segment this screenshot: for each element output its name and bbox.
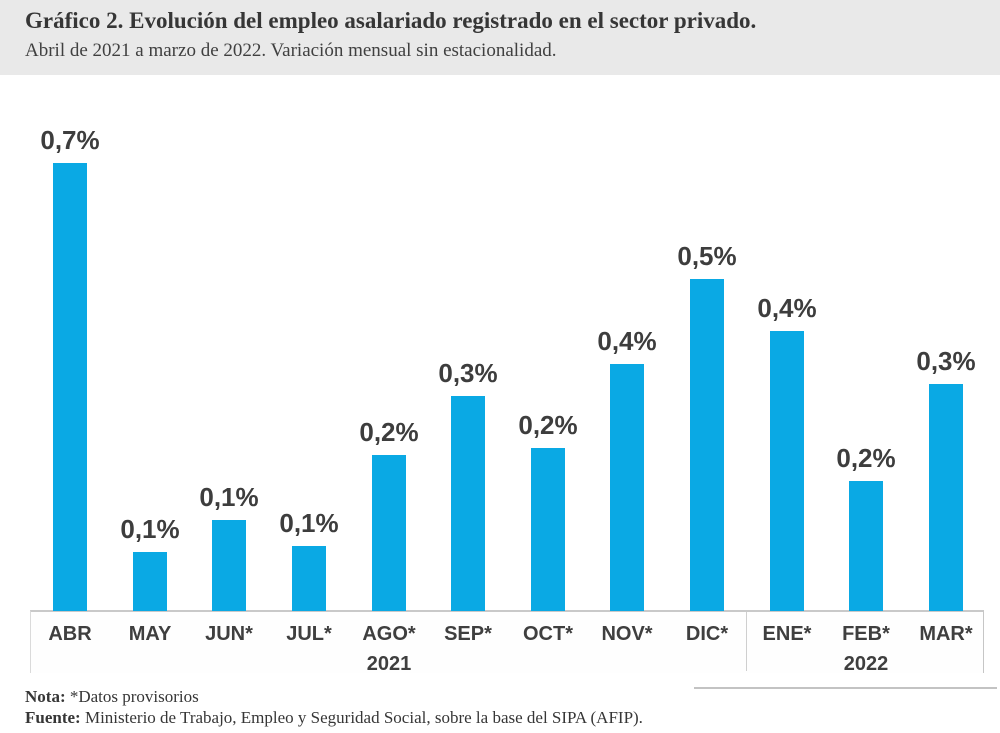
bar-value-label: 0,2%	[359, 417, 419, 447]
x-tick-label: FEB*	[842, 623, 890, 645]
x-tick-label: ENE*	[762, 623, 812, 645]
x-tick-label: NOV*	[601, 623, 653, 645]
fuente-text: Ministerio de Trabajo, Empleo y Segurida…	[84, 708, 643, 727]
nota-line: Nota: *Datos provisorios	[25, 686, 643, 707]
bar-value-label: 0,3%	[438, 358, 498, 388]
bar-value-label: 0,1%	[199, 482, 259, 512]
page-subtitle: Abril de 2021 a marzo de 2022. Variación…	[25, 40, 557, 61]
x-tick-label: MAR*	[919, 623, 973, 645]
bar-value-label: 0,4%	[757, 293, 817, 323]
bar-may	[133, 552, 167, 611]
nota-text: *Datos provisorios	[69, 687, 199, 706]
footnotes: Nota: *Datos provisorios Fuente: Ministe…	[25, 686, 643, 728]
bar-abr	[53, 163, 87, 611]
bar-value-label: 0,1%	[120, 514, 180, 544]
bar-value-label: 0,1%	[279, 508, 339, 538]
x-tick-label: ABR	[48, 623, 92, 645]
bar-value-label: 0,7%	[40, 125, 100, 155]
bar-value-label: 0,2%	[836, 443, 896, 473]
fuente-label: Fuente:	[25, 708, 81, 727]
nota-label: Nota:	[25, 687, 66, 706]
bar-nov	[610, 364, 644, 611]
bar-jul	[292, 546, 326, 611]
x-tick-label: OCT*	[523, 623, 573, 645]
band-shadow-line	[694, 687, 997, 689]
x-tick-label: JUL*	[286, 623, 332, 645]
x-tick-label: SEP*	[444, 623, 492, 645]
bar-feb	[849, 481, 883, 611]
x-tick-label: MAY	[128, 623, 172, 645]
year-separator-line	[746, 612, 747, 671]
bar-value-label: 0,3%	[916, 346, 976, 376]
bar-value-label: 0,5%	[677, 241, 737, 271]
bar-sep	[451, 396, 485, 611]
year-label: 2022	[843, 653, 889, 675]
bar-dic	[690, 279, 724, 611]
x-tick-label: JUN*	[205, 623, 253, 645]
x-tick-label: DIC*	[685, 623, 729, 645]
chart-header: Gráfico 2. Evolución del empleo asalaria…	[0, 0, 1000, 75]
bar-mar	[929, 384, 963, 611]
page-title: Gráfico 2. Evolución del empleo asalaria…	[25, 8, 757, 33]
bar-value-label: 0,4%	[597, 326, 657, 356]
year-label: 2021	[366, 653, 412, 675]
bar-oct	[531, 448, 565, 611]
bar-jun	[212, 520, 246, 611]
bar-ene	[770, 331, 804, 611]
bar-ago	[372, 455, 406, 611]
bar-value-label: 0,2%	[518, 410, 578, 440]
x-tick-label: AGO*	[362, 623, 416, 645]
fuente-line: Fuente: Ministerio de Trabajo, Empleo y …	[25, 707, 643, 728]
x-axis-band	[30, 610, 984, 673]
